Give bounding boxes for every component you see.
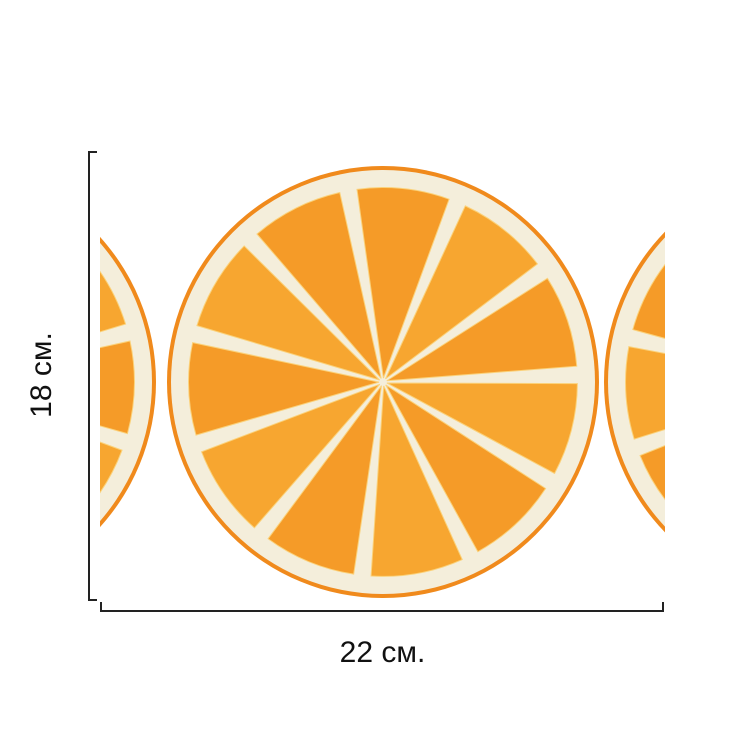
segment (691, 193, 750, 378)
segment (632, 263, 665, 339)
orange-slice-main (167, 166, 599, 598)
height-bracket (88, 151, 97, 601)
segment (196, 245, 380, 381)
segment (100, 270, 127, 333)
segment (100, 441, 123, 494)
segment (188, 341, 380, 436)
partial-orange-slice-right (604, 193, 750, 575)
segment (385, 205, 539, 380)
height-label: 18 см. (25, 332, 58, 418)
segment (639, 444, 665, 501)
segment (386, 277, 578, 382)
segment (100, 340, 135, 435)
segment (386, 382, 578, 475)
partial-orange-slice-left (100, 236, 156, 528)
width-bracket (100, 602, 664, 612)
segment (370, 385, 463, 577)
segment (256, 191, 382, 379)
segment (708, 386, 750, 575)
width-label: 22 см. (339, 636, 426, 669)
segment (267, 385, 382, 575)
segment (200, 383, 381, 529)
segment (385, 384, 547, 553)
segment (356, 187, 450, 379)
segment (625, 346, 665, 440)
